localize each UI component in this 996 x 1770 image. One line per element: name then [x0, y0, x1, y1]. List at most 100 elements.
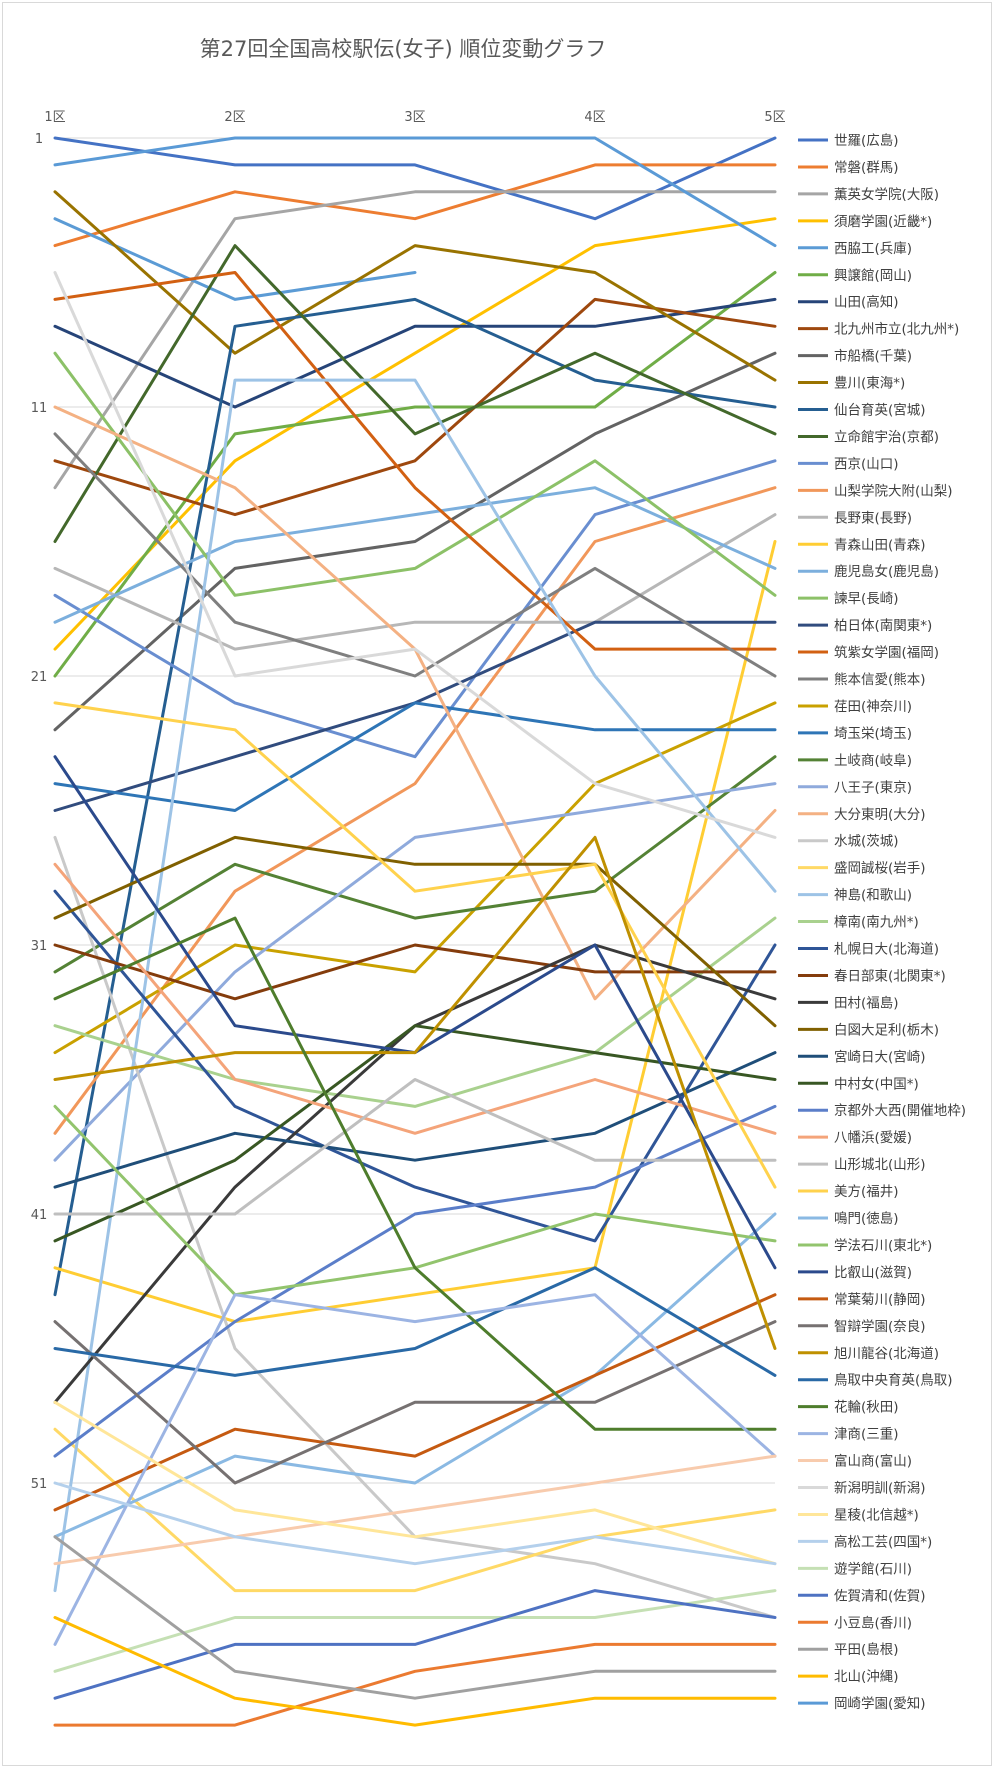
legend-item: 筑紫女学園(福岡): [798, 644, 939, 661]
series-line: [53, 835, 777, 1028]
series-line: [53, 1589, 777, 1673]
series-line: [53, 1051, 777, 1189]
legend-label: 田村(福島): [834, 995, 899, 1011]
legend-item: 常葉菊川(静岡): [798, 1292, 926, 1308]
legend-item: 北九州市立(北九州*): [798, 321, 959, 338]
legend-label: 西脇工(兵庫): [834, 241, 912, 257]
legend-item: 宮崎日大(宮崎): [798, 1049, 926, 1065]
legend-item: 学法石川(東北*): [798, 1238, 932, 1254]
legend-item: 仙台育英(宮城): [798, 402, 926, 419]
legend-item: 埼玉栄(埼玉): [798, 726, 912, 742]
grid-lines: [55, 137, 775, 1484]
legend-label: 仙台育英(宮城): [834, 402, 926, 419]
legend-label: 山田(高知): [834, 294, 899, 311]
series-line: [53, 271, 777, 839]
series-line: [53, 271, 777, 651]
legend-label: 青森山田(青森): [834, 537, 926, 553]
legend-item: 高松工芸(四国*): [798, 1533, 932, 1550]
x-tick-label: 4区: [584, 110, 605, 125]
series-line: [53, 432, 777, 678]
legend-label: 智辯学園(奈良): [834, 1319, 926, 1335]
legend-label: 水城(茨城): [834, 834, 899, 850]
series-line: [53, 1481, 777, 1566]
rank-change-line-chart: 第27回全国高校駅伝(女子) 順位変動グラフ 1区 2区 3区 4区 5区 111213…: [31, 37, 966, 1727]
legend-item: 星稜(北信越*): [798, 1507, 919, 1523]
series-line: [53, 1266, 777, 1377]
legend-item: 中村女(中国*): [798, 1075, 919, 1092]
x-tick-label: 1区: [44, 110, 65, 125]
series-line: [53, 1535, 777, 1700]
legend-item: 神島(和歌山): [798, 888, 912, 904]
legend-item: 新潟明訓(新潟): [798, 1481, 926, 1497]
legend-label: 佐賀清和(佐賀): [834, 1588, 926, 1604]
legend-label: 諫早(長崎): [834, 591, 899, 607]
series-line: [53, 1293, 777, 1646]
series-line: [53, 378, 777, 1593]
x-axis-ticks: 1区 2区 3区 4区 5区: [44, 110, 785, 125]
legend-item: 山田(高知): [798, 294, 899, 311]
legend-item: 遊学館(石川): [798, 1561, 912, 1577]
legend-item: 世羅(広島): [798, 133, 899, 149]
y-tick-label: 31: [31, 939, 48, 954]
legend-label: 樟南(南九州*): [834, 915, 919, 931]
legend-label: 西京(山口): [834, 456, 899, 472]
legend: 世羅(広島) 常磐(群馬) 薫英女学院(大阪) 須磨学園(近畿*) 西脇工(兵庫) 興譲館…: [798, 133, 966, 1712]
legend-label: 京都外大西(開催地枠): [834, 1103, 966, 1119]
legend-item: 常磐(群馬): [798, 160, 899, 176]
legend-label: 須磨学園(近畿*): [834, 214, 932, 230]
legend-label: 平田(島根): [834, 1642, 899, 1658]
legend-label: 比叡山(滋賀): [834, 1265, 912, 1281]
legend-item: 山形城北(山形): [798, 1157, 926, 1173]
legend-label: 新潟明訓(新潟): [834, 1481, 926, 1497]
legend-item: 荏田(神奈川): [798, 699, 912, 715]
legend-label: 大分東明(大分): [834, 807, 926, 823]
legend-label: 山梨学院大附(山梨): [834, 483, 953, 499]
legend-item: 富山商(富山): [798, 1453, 912, 1470]
series-line: [53, 297, 777, 1297]
legend-label: 花輪(秋田): [834, 1399, 899, 1416]
series-line: [53, 1078, 777, 1216]
x-tick-label: 2区: [224, 110, 245, 125]
legend-item: 大分東明(大分): [798, 807, 926, 823]
series-line: [53, 1589, 777, 1700]
legend-item: 土岐商(岐阜): [798, 752, 912, 769]
legend-item: 熊本信愛(熊本): [798, 672, 926, 688]
legend-item: 須磨学園(近畿*): [798, 214, 932, 230]
legend-label: 鹿児島女(鹿児島): [834, 563, 939, 580]
legend-item: 美方(福井): [798, 1184, 899, 1200]
legend-label: 筑紫女学園(福岡): [834, 644, 939, 661]
y-tick-label: 1: [35, 132, 43, 147]
legend-item: 興譲館(岡山): [798, 268, 912, 284]
legend-label: 学法石川(東北*): [834, 1238, 932, 1254]
y-tick-label: 11: [31, 401, 48, 416]
legend-label: 薫英女学院(大阪): [834, 186, 939, 203]
legend-item: 白図大足利(栃木): [798, 1022, 939, 1038]
legend-label: 鳴門(徳島): [834, 1211, 899, 1227]
series-line: [53, 1454, 777, 1566]
series-lines: [53, 136, 777, 1727]
legend-item: 京都外大西(開催地枠): [798, 1103, 966, 1119]
legend-label: 常磐(群馬): [834, 160, 899, 176]
legend-label: 荏田(神奈川): [834, 699, 912, 715]
legend-item: 花輪(秋田): [798, 1399, 899, 1416]
series-line: [53, 297, 777, 409]
series-line: [53, 1616, 777, 1727]
legend-item: 長野東(長野): [798, 510, 912, 526]
legend-label: 土岐商(岐阜): [834, 752, 912, 769]
legend-label: 津商(三重): [834, 1427, 899, 1443]
legend-item: 鹿児島女(鹿児島): [798, 563, 939, 580]
legend-item: 西脇工(兵庫): [798, 241, 912, 257]
legend-label: 宮崎日大(宮崎): [834, 1049, 926, 1065]
series-line: [53, 486, 777, 624]
series-line: [53, 1024, 777, 1243]
legend-item: 薫英女学院(大阪): [798, 186, 939, 203]
legend-item: 八王子(東京): [798, 780, 912, 796]
legend-item: 札幌日大(北海道): [798, 942, 939, 958]
series-line: [53, 943, 777, 1404]
legend-item: 盛岡誠桜(岩手): [798, 861, 926, 877]
legend-label: 北九州市立(北九州*): [834, 321, 959, 338]
x-tick-label: 3区: [404, 110, 425, 125]
legend-item: 諫早(長崎): [798, 591, 899, 607]
series-line: [53, 1320, 777, 1485]
legend-item: 平田(島根): [798, 1642, 899, 1658]
